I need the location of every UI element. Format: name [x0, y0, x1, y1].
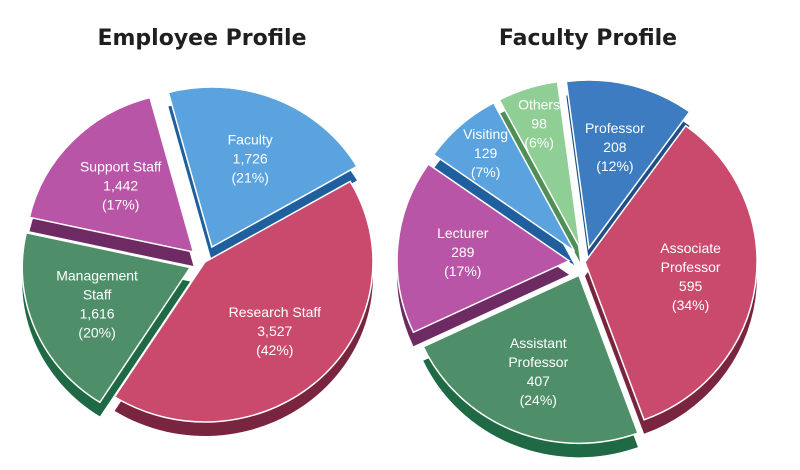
slice-associate-professor — [584, 124, 758, 421]
slice-label-professor: Professor 208 (12%) — [585, 120, 645, 174]
slice-label-line: 98 — [531, 116, 547, 132]
slice-support-staff — [28, 96, 195, 254]
slice-label-line: (12%) — [596, 158, 633, 174]
slice-others — [498, 80, 581, 249]
slice-label-line: (17%) — [444, 263, 481, 279]
slice-label-research-staff: Research Staff 3,527 (42%) — [229, 304, 321, 358]
slice-label-line: Assistant — [510, 335, 567, 351]
slice-label-line: (17%) — [102, 197, 139, 213]
faculty-profile-title: Faculty Profile — [498, 26, 678, 51]
slice-label-line: Associate — [660, 240, 721, 256]
faculty-profile-pie: Others 98 (6%) Professor 208 (12%) Associate Pr… — [396, 79, 758, 458]
slice-faculty — [167, 86, 359, 249]
slice-label-line: (21%) — [232, 169, 269, 185]
slice-label-line: 595 — [679, 278, 703, 294]
slice-label-management-staff: Management Staff 1,616 (20%) — [56, 268, 138, 341]
slice-label-line: (34%) — [672, 297, 709, 313]
slice-label-line: Others — [518, 97, 560, 113]
employee-profile-title: Employee Profile — [97, 26, 307, 51]
slice-label-lecturer: Lecturer 289 (17%) — [437, 225, 489, 279]
slice-label-line: (24%) — [520, 392, 557, 408]
employee-profile-pie: Faculty 1,726 (21%) Research Staff 3,527 (42%… — [21, 86, 374, 436]
slice-label-others: Others 98 (6%) — [518, 97, 560, 151]
slice-management-staff — [21, 231, 192, 404]
slice-label-line: Research Staff — [229, 304, 321, 320]
slice-label-line: Professor — [661, 259, 721, 275]
slice-label-faculty: Faculty 1,726 (21%) — [228, 131, 273, 185]
slice-label-line: (7%) — [471, 164, 501, 180]
slice-label-line: Faculty — [228, 131, 273, 147]
slice-label-line: 1,442 — [103, 178, 138, 194]
slice-label-line: (42%) — [256, 342, 293, 358]
slice-label-line: Professor — [585, 120, 645, 136]
slice-label-line: 129 — [474, 145, 498, 161]
slice-label-line: 289 — [451, 244, 475, 260]
slice-label-line: (6%) — [524, 135, 554, 151]
slice-label-line: Staff — [83, 287, 112, 303]
slice-label-associate-professor: Associate Professor 595 (34%) — [660, 240, 721, 313]
slice-label-line: Management — [56, 268, 138, 284]
slice-assistant-professor — [422, 274, 639, 445]
slice-label-support-staff: Support Staff 1,442 (17%) — [80, 159, 162, 213]
slice-label-line: 407 — [527, 373, 551, 389]
slice-label-line: Support Staff — [80, 159, 162, 175]
slice-label-visiting: Visiting 129 (7%) — [463, 126, 508, 180]
slice-label-line: Visiting — [463, 126, 508, 142]
slice-research-staff — [113, 180, 374, 423]
slice-label-line: 1,616 — [80, 306, 115, 322]
slice-visiting — [432, 101, 576, 252]
slice-label-line: 3,527 — [257, 323, 292, 339]
slice-label-line: 1,726 — [233, 150, 268, 166]
slice-lecturer — [396, 163, 571, 334]
slice-label-line: 208 — [603, 139, 627, 155]
slice-label-line: Lecturer — [437, 225, 489, 241]
slice-label-assistant-professor: Assistant Professor 407 (24%) — [508, 335, 568, 408]
slice-label-line: (20%) — [78, 325, 115, 341]
slice-professor — [565, 79, 691, 250]
slice-label-line: Professor — [508, 354, 568, 370]
